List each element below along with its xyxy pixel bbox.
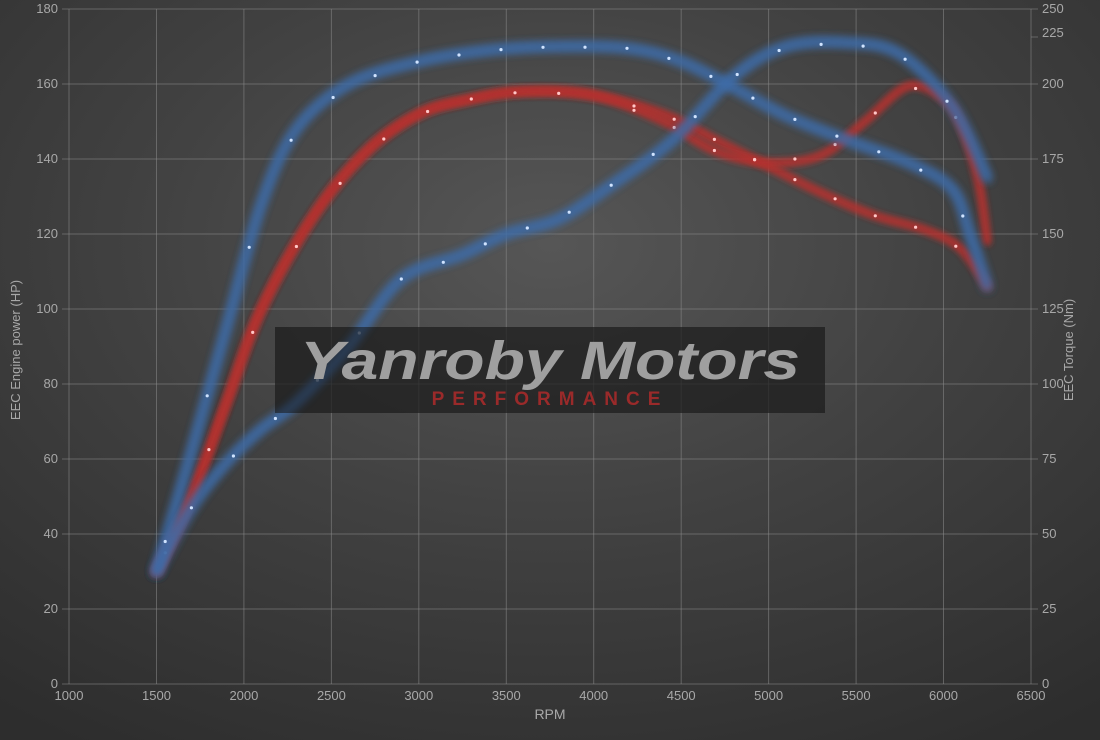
svg-text:20: 20 — [44, 601, 58, 616]
svg-text:1500: 1500 — [142, 688, 171, 703]
svg-text:250: 250 — [1042, 1, 1064, 16]
svg-text:4000: 4000 — [579, 688, 608, 703]
svg-text:160: 160 — [36, 76, 58, 91]
svg-text:4500: 4500 — [667, 688, 696, 703]
svg-text:80: 80 — [44, 376, 58, 391]
svg-text:EEC Engine power (HP): EEC Engine power (HP) — [8, 280, 23, 420]
svg-text:6500: 6500 — [1017, 688, 1046, 703]
svg-text:60: 60 — [44, 451, 58, 466]
svg-text:Yanroby Motors: Yanroby Motors — [300, 331, 800, 391]
svg-text:EEC Torque (Nm): EEC Torque (Nm) — [1061, 299, 1076, 401]
svg-text:25: 25 — [1042, 601, 1056, 616]
svg-text:RPM: RPM — [534, 706, 565, 722]
svg-text:150: 150 — [1042, 226, 1064, 241]
svg-text:1000: 1000 — [55, 688, 84, 703]
svg-text:100: 100 — [36, 301, 58, 316]
svg-text:2500: 2500 — [317, 688, 346, 703]
svg-text:3500: 3500 — [492, 688, 521, 703]
svg-text:3000: 3000 — [404, 688, 433, 703]
svg-text:175: 175 — [1042, 151, 1064, 166]
svg-text:5000: 5000 — [754, 688, 783, 703]
svg-text:225: 225 — [1042, 25, 1064, 40]
svg-text:120: 120 — [36, 226, 58, 241]
svg-text:40: 40 — [44, 526, 58, 541]
svg-text:140: 140 — [36, 151, 58, 166]
svg-text:75: 75 — [1042, 451, 1056, 466]
svg-text:6000: 6000 — [929, 688, 958, 703]
svg-text:2000: 2000 — [229, 688, 258, 703]
svg-text:50: 50 — [1042, 526, 1056, 541]
svg-text:PERFORMANCE: PERFORMANCE — [432, 389, 669, 410]
svg-text:200: 200 — [1042, 76, 1064, 91]
svg-text:5500: 5500 — [842, 688, 871, 703]
svg-text:180: 180 — [36, 1, 58, 16]
